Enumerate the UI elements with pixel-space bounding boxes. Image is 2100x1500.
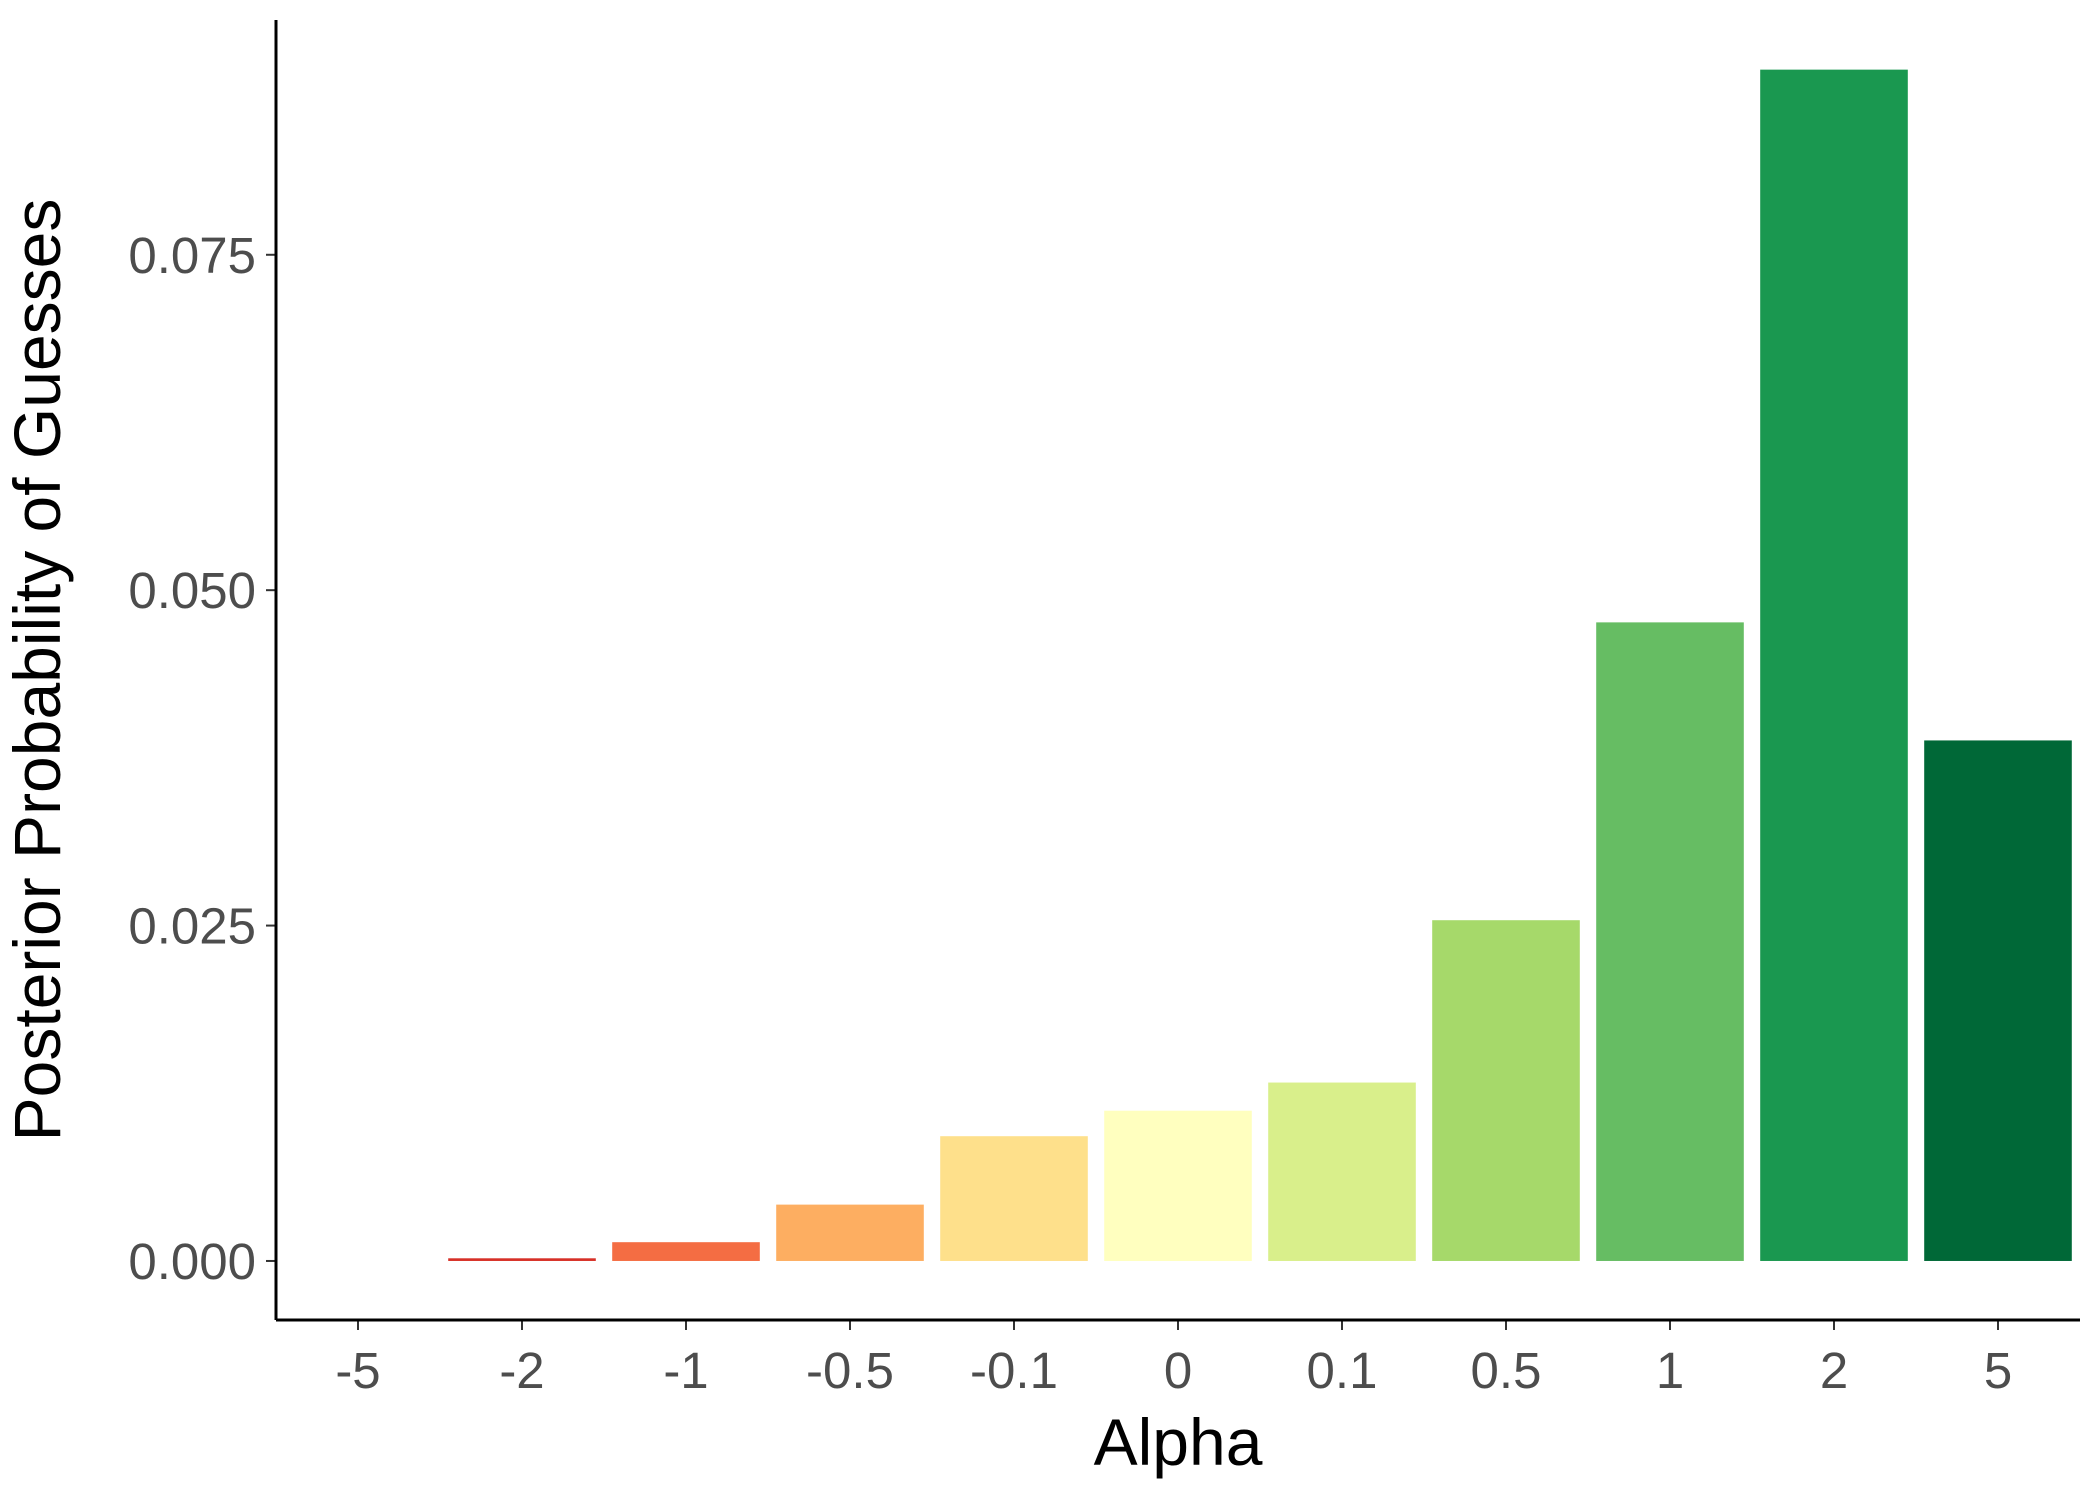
- x-tick-label: 2: [1820, 1342, 1848, 1399]
- x-tick-label: -2: [499, 1342, 544, 1399]
- x-tick-label: -5: [335, 1342, 380, 1399]
- x-tick-label: -0.5: [806, 1342, 894, 1399]
- bar-0: [1104, 1110, 1252, 1261]
- bar-1: [1596, 622, 1744, 1261]
- bar-0.5: [1432, 920, 1580, 1261]
- bar-2: [1760, 69, 1908, 1261]
- x-tick-label: 1: [1656, 1342, 1684, 1399]
- x-tick-label: 0.1: [1307, 1342, 1378, 1399]
- bar-0.1: [1268, 1082, 1416, 1261]
- x-tick-label: -0.1: [970, 1342, 1058, 1399]
- bar--0.1: [940, 1136, 1088, 1261]
- bar--2: [448, 1258, 596, 1261]
- bar--0.5: [776, 1204, 924, 1261]
- y-tick-label: 0.025: [128, 898, 256, 955]
- y-ticks-group: 0.000 0.025 0.050 0.075: [128, 227, 276, 1290]
- bars-group: [448, 69, 2072, 1261]
- x-tick-label: -1: [663, 1342, 708, 1399]
- bar--1: [612, 1242, 760, 1261]
- x-ticks-group: -5 -2 -1 -0.5 -0.1 0 0.1 0.5 1 2 5: [335, 1320, 2012, 1399]
- x-tick-label: 0.5: [1471, 1342, 1542, 1399]
- y-axis-title: Posterior Probability of Guesses: [0, 199, 74, 1142]
- x-tick-label: 0: [1164, 1342, 1192, 1399]
- y-tick-label: 0.000: [128, 1233, 256, 1290]
- x-tick-label: 5: [1984, 1342, 2012, 1399]
- y-tick-label: 0.050: [128, 562, 256, 619]
- x-axis-title: Alpha: [1094, 1405, 1263, 1479]
- bar-5: [1924, 740, 2072, 1261]
- y-tick-label: 0.075: [128, 227, 256, 284]
